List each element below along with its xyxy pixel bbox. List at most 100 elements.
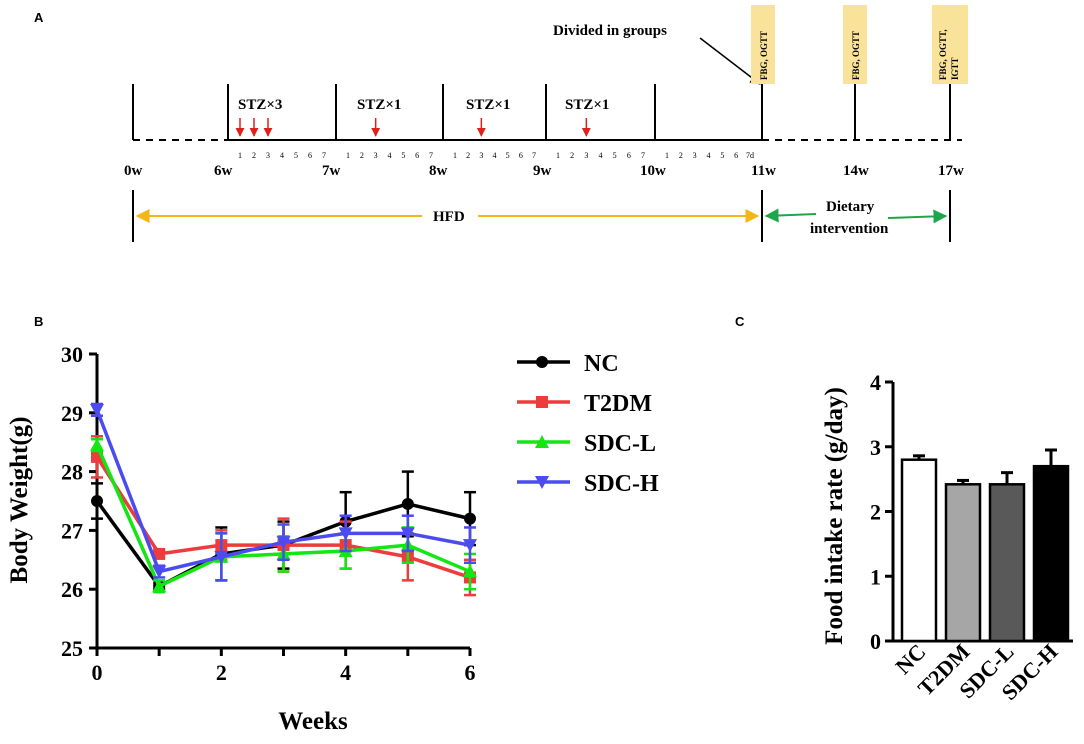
data-point xyxy=(536,356,548,368)
day-number: 5 xyxy=(720,151,724,160)
week-labels: 0w 6w 7w 8w 9w 10w 11w 14w 17w xyxy=(124,163,964,179)
day-number: 6 xyxy=(627,151,631,160)
day-number: 5 xyxy=(401,151,405,160)
legend-label: T2DM xyxy=(584,391,652,417)
data-point xyxy=(152,565,167,579)
day-number: 4 xyxy=(707,151,711,160)
divided-label: Divided in groups xyxy=(553,23,667,39)
test-box-11w: FBG, OGTT xyxy=(751,5,775,84)
week-label: 9w xyxy=(533,163,552,179)
test-box-text: FBG, OGTT, xyxy=(938,29,948,80)
y-axis-title: Body Weight(g) xyxy=(6,417,33,584)
day-number: 4 xyxy=(388,151,392,160)
y-tick-label: 30 xyxy=(61,342,83,367)
x-tick-label: 4 xyxy=(340,660,351,685)
data-point xyxy=(338,527,353,541)
x-tick-label: 0 xyxy=(92,660,103,685)
data-point xyxy=(214,550,229,564)
panel-b-label: B xyxy=(34,314,43,329)
day-number: 7 xyxy=(532,151,536,160)
day-number: 2 xyxy=(679,151,683,160)
week-label: 6w xyxy=(214,163,233,179)
day-number: 3 xyxy=(479,151,483,160)
legend-entry: T2DM xyxy=(517,391,652,417)
day-number: 6 xyxy=(415,151,419,160)
day-number: 1 xyxy=(238,151,242,160)
dietary-label-line1: Dietary xyxy=(826,199,875,215)
data-point xyxy=(400,527,415,541)
y-tick-label: 26 xyxy=(61,577,83,602)
c-y-tick-label: 1 xyxy=(870,564,881,589)
legend-label: SDC-L xyxy=(584,431,656,457)
day-number: 7 xyxy=(322,151,326,160)
day-number: 3 xyxy=(693,151,697,160)
day-number: 4 xyxy=(280,151,284,160)
legend-entry: SDC-H xyxy=(517,471,659,497)
day-number: 3 xyxy=(374,151,378,160)
week-label: 11w xyxy=(751,163,776,179)
week-ticks xyxy=(132,84,951,140)
day-number: 1 xyxy=(556,151,560,160)
stz-label: STZ×1 xyxy=(357,97,401,113)
divided-arrow xyxy=(699,37,761,85)
day-number: 4 xyxy=(493,151,497,160)
day-number: 4 xyxy=(599,151,603,160)
bar xyxy=(988,483,1026,643)
test-box-bg xyxy=(932,5,968,84)
day-number: 1 xyxy=(346,151,350,160)
legend-entry: SDC-L xyxy=(517,431,656,457)
data-point xyxy=(90,438,104,452)
day-number: 2 xyxy=(466,151,470,160)
dietary-arrow-right xyxy=(887,209,948,224)
day-number: 6 xyxy=(519,151,523,160)
stz-arrows xyxy=(235,118,591,137)
test-box-14w: FBG, OGTT xyxy=(843,5,867,84)
data-point xyxy=(152,579,167,593)
test-box-text: FBG, OGTT xyxy=(759,31,769,80)
x-tick-label: 6 xyxy=(465,660,476,685)
legend: NC T2DM SDC-L SDC-H xyxy=(517,351,659,497)
series-sdc-h xyxy=(90,402,477,582)
day-number: 6 xyxy=(308,151,312,160)
test-box-bg xyxy=(843,5,867,84)
data-point xyxy=(535,435,549,448)
week-label: 14w xyxy=(843,163,869,179)
data-point xyxy=(90,403,104,417)
dietary-arrow-left xyxy=(764,208,817,223)
week-label: 17w xyxy=(938,163,964,179)
timeline-panel: A 0w 6w 7w 8w 9w 10w 11w 14w 17w xyxy=(34,5,968,242)
day-number: 7 xyxy=(641,151,645,160)
data-point xyxy=(463,564,477,578)
day-number: 2 xyxy=(570,151,574,160)
c-y-tick-label: 0 xyxy=(870,629,881,654)
stz-label: STZ×3 xyxy=(238,97,282,113)
day-number: 3 xyxy=(584,151,588,160)
day-number: 7d xyxy=(746,151,754,160)
c-y-tick-label: 3 xyxy=(870,435,881,460)
c-y-axis-title: Food intake rate (g/day) xyxy=(821,387,848,645)
bar xyxy=(944,483,982,643)
c-y-tick-label: 2 xyxy=(870,500,881,525)
data-point xyxy=(153,547,166,560)
bar xyxy=(900,458,938,643)
stz-label: STZ×1 xyxy=(466,97,510,113)
x-axis-title: Weeks xyxy=(278,708,348,735)
x-tick-label: 2 xyxy=(216,660,227,685)
panel-a-label: A xyxy=(34,10,44,25)
dietary-label-line2: intervention xyxy=(810,221,889,237)
test-box-bg xyxy=(751,5,775,84)
day-number: 2 xyxy=(360,151,364,160)
week-label: 0w xyxy=(124,163,143,179)
food-intake-chart: C Food intake rate (g/day) 0 1 2 3 4 NCT2DMS… xyxy=(735,314,1073,705)
test-box-text: IGTT xyxy=(950,57,960,80)
data-point xyxy=(535,476,549,489)
day-number: 2 xyxy=(252,151,256,160)
data-point xyxy=(536,396,548,408)
day-number: 1 xyxy=(665,151,669,160)
data-point xyxy=(401,497,414,510)
day-number: 5 xyxy=(506,151,510,160)
legend-entry: NC xyxy=(517,351,619,377)
data-point xyxy=(276,536,291,550)
